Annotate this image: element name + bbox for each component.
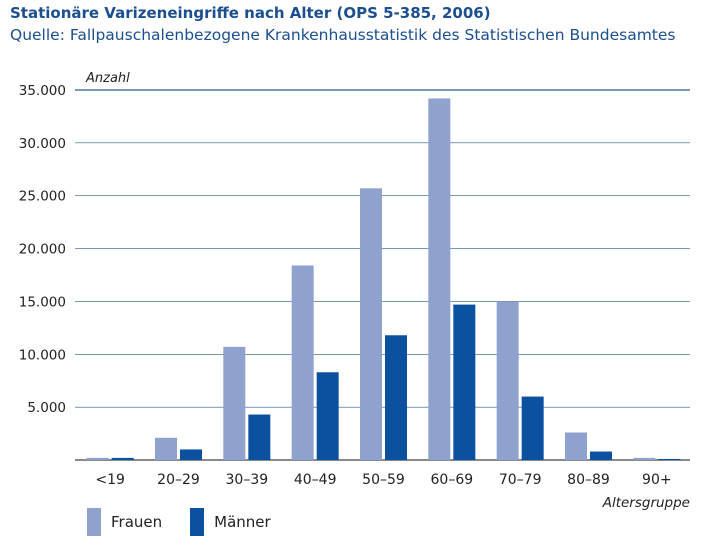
bar-frauen bbox=[155, 437, 177, 460]
y-axis-label: Anzahl bbox=[85, 71, 130, 86]
y-tick-label: 15.000 bbox=[19, 294, 66, 310]
y-tick-label: 25.000 bbox=[19, 189, 66, 205]
bar-maenner bbox=[316, 372, 339, 460]
legend: Frauen Männer bbox=[87, 508, 299, 536]
x-tick-label: 30–39 bbox=[226, 472, 269, 488]
bar-maenner bbox=[453, 304, 476, 460]
bar-maenner bbox=[658, 458, 681, 460]
x-tick-label: 90+ bbox=[642, 472, 672, 488]
legend-item-frauen: Frauen bbox=[87, 508, 162, 536]
x-tick-label: 20–29 bbox=[157, 472, 200, 488]
bar-frauen bbox=[360, 188, 382, 461]
bar-maenner bbox=[385, 335, 407, 460]
bar-maenner bbox=[521, 396, 544, 460]
y-tick-label: 30.000 bbox=[19, 136, 66, 152]
bar-maenner bbox=[180, 449, 202, 460]
chart-title: Stationäre Varizeneingriffe nach Alter (… bbox=[10, 4, 491, 22]
bar-maenner bbox=[590, 451, 612, 460]
y-tick-label: 5.000 bbox=[27, 400, 66, 416]
x-tick-label: 40–49 bbox=[294, 472, 337, 488]
bar-maenner bbox=[111, 457, 134, 460]
x-tick-label: <19 bbox=[95, 472, 125, 488]
legend-swatch-frauen bbox=[87, 508, 101, 536]
bar-frauen bbox=[428, 98, 451, 460]
legend-item-maenner: Männer bbox=[190, 508, 271, 536]
bar-frauen bbox=[223, 346, 246, 460]
x-tick-label: 70–79 bbox=[499, 472, 542, 488]
bar-frauen bbox=[633, 457, 656, 460]
legend-label-maenner: Männer bbox=[214, 513, 271, 531]
x-axis-label: Altersgruppe bbox=[602, 495, 690, 511]
bar-frauen bbox=[565, 432, 587, 460]
y-tick-label: 20.000 bbox=[19, 242, 66, 258]
y-tick-label: 10.000 bbox=[19, 347, 66, 363]
legend-label-frauen: Frauen bbox=[111, 513, 163, 531]
bar-frauen bbox=[86, 457, 109, 460]
x-tick-label: 60–69 bbox=[431, 472, 474, 488]
legend-swatch-maenner bbox=[190, 508, 205, 536]
x-tick-label: 80–89 bbox=[567, 472, 610, 488]
bar-frauen bbox=[496, 301, 519, 460]
chart-subtitle: Quelle: Fallpauschalenbezogene Krankenha… bbox=[10, 26, 676, 44]
bars bbox=[86, 98, 681, 461]
bar-frauen bbox=[291, 265, 314, 460]
y-tick-label: 35.000 bbox=[19, 83, 66, 99]
axis-labels: 5.000 10.000 15.000 20.000 25.000 30.000 35.00… bbox=[19, 71, 690, 511]
bar-maenner bbox=[248, 414, 271, 460]
gridlines bbox=[75, 89, 690, 461]
x-tick-label: 50–59 bbox=[362, 472, 405, 488]
